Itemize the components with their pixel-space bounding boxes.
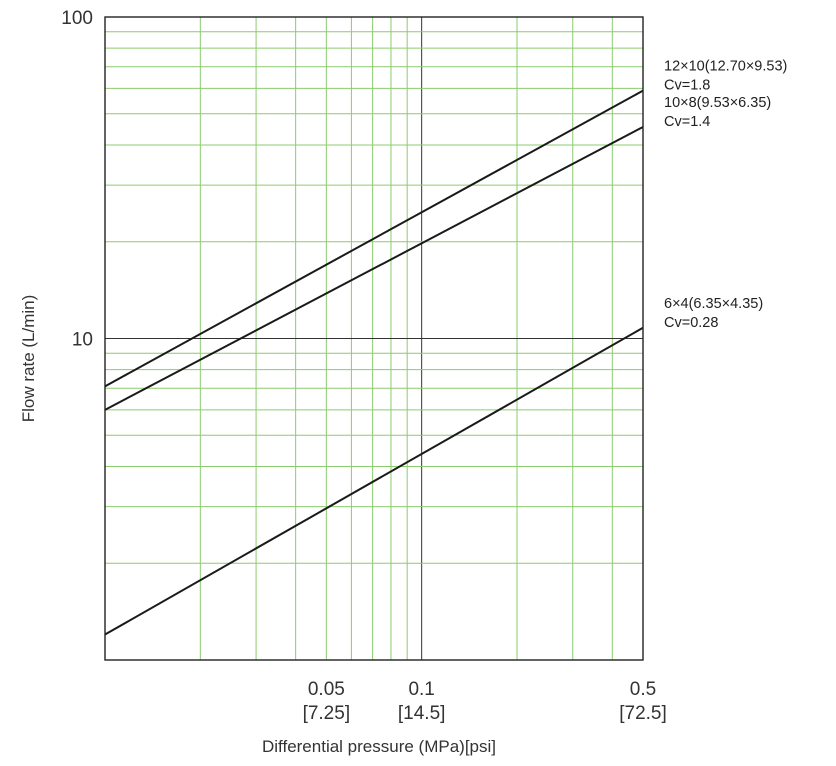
series-line-0 [104, 89, 644, 388]
x-tick-label: 0.05 [308, 679, 345, 700]
series-label-0: 12×10(12.70×9.53) [664, 59, 787, 75]
series-cv-label-2: Cv=0.28 [664, 315, 718, 331]
grid [105, 17, 643, 660]
series-label-1: 10×8(9.53×6.35) [664, 95, 771, 111]
series-lines [104, 89, 644, 636]
tick-labels: 10 100 0.05 [7.25] 0.1 [14.5] 0.5 [72.5] [61, 8, 666, 724]
series-cv-label-0: Cv=1.8 [664, 78, 710, 94]
x-tick-sublabel: [72.5] [619, 703, 667, 724]
series-line-2 [104, 326, 644, 636]
x-axis-title: Differential pressure (MPa)[psi] [262, 737, 496, 756]
y-tick-label: 10 [72, 330, 93, 351]
y-axis-title: Flow rate (L/min) [19, 295, 38, 423]
plot-frame [104, 16, 644, 661]
x-tick-sublabel: [14.5] [398, 703, 446, 724]
x-tick-sublabel: [7.25] [303, 703, 351, 724]
x-tick-label: 0.5 [630, 679, 656, 700]
series-label-2: 6×4(6.35×4.35) [664, 296, 763, 312]
x-tick-label: 0.1 [408, 679, 434, 700]
series-line-1 [104, 126, 644, 411]
series-cv-label-1: Cv=1.4 [664, 114, 710, 130]
series-labels: 12×10(12.70×9.53) Cv=1.810×8(9.53×6.35) Cv… [664, 59, 787, 331]
y-tick-label: 100 [61, 8, 93, 29]
